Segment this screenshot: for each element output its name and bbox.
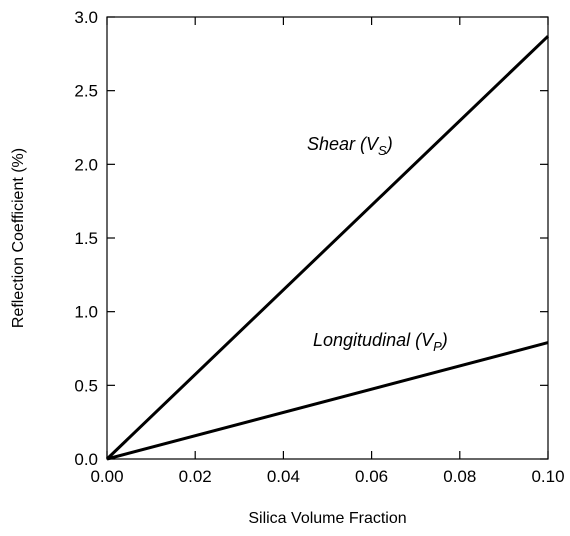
series-label-main: Longitudinal (V	[313, 330, 435, 350]
series-label-end: )	[440, 330, 448, 350]
series-label-end: )	[385, 134, 393, 154]
y-axis-label: Reflection Coefficient (%)	[10, 148, 27, 328]
ticks: 0.00 0.02 0.04 0.06 0.08 0.10 0.0 0.5 1.0 1.5 2.0 2…	[74, 8, 564, 486]
series-label-subscript: P	[433, 339, 442, 354]
series-label-0: Shear (VS)	[307, 134, 393, 158]
y-tick-label: 0.5	[74, 376, 98, 395]
y-tick-label: 2.0	[74, 155, 98, 174]
series-label-main: Shear (V	[307, 134, 380, 154]
x-tick-label: 0.04	[267, 467, 300, 486]
series-line-1	[106, 341, 549, 461]
x-tick-label: 0.06	[355, 467, 388, 486]
x-tick-label: 0.02	[179, 467, 212, 486]
x-tick-label: 0.10	[531, 467, 564, 486]
y-tick-label: 1.5	[74, 229, 98, 248]
series-label-1: Longitudinal (VP)	[313, 330, 448, 354]
x-axis-label: Silica Volume Fraction	[248, 510, 406, 527]
series-line-0	[105, 35, 550, 461]
plot-frame	[106, 16, 549, 460]
x-tick-label: 0.00	[90, 467, 123, 486]
y-tick-label: 3.0	[74, 8, 98, 27]
series-label-subscript: S	[378, 143, 387, 158]
y-tick-label: 1.0	[74, 303, 98, 322]
y-tick-label: 2.5	[74, 82, 98, 101]
series: Shear (VS)Longitudinal (VP)	[105, 35, 550, 461]
y-tick-label: 0.0	[74, 450, 98, 469]
x-tick-label: 0.08	[443, 467, 476, 486]
